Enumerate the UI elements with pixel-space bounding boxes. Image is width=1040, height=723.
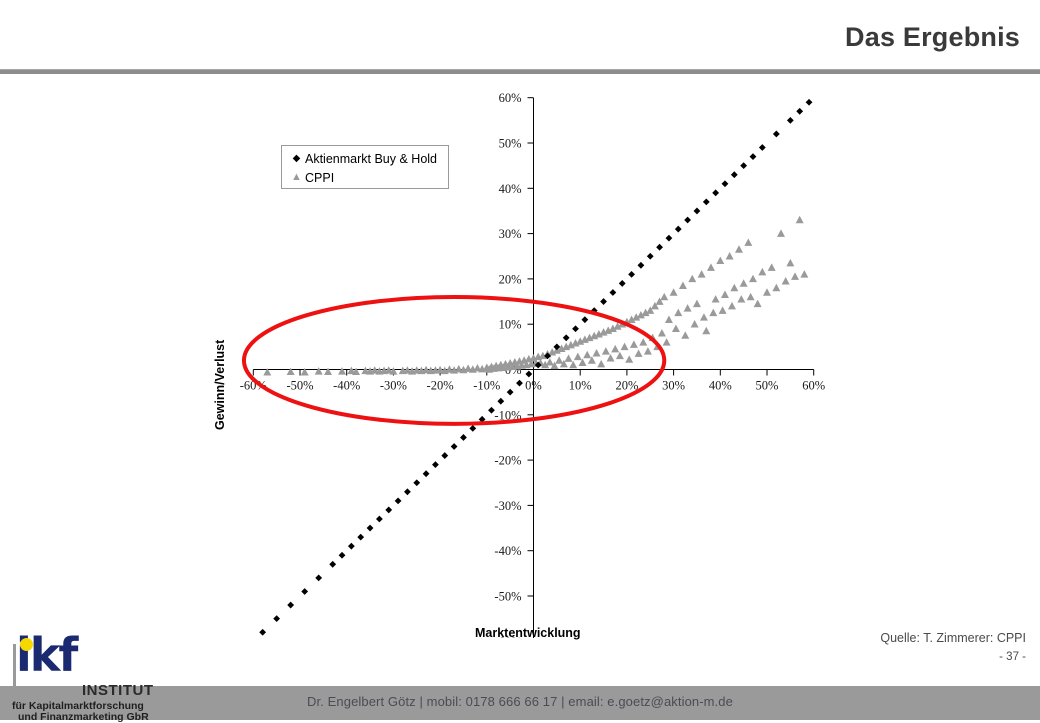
series-buy-and-hold (259, 98, 813, 636)
legend-item-cppi: ▲ CPPI (282, 168, 448, 187)
svg-text:30%: 30% (662, 379, 685, 393)
y-axis-title-text: Gewinn/Verlust (213, 339, 227, 430)
logo-subtitle-line2: und Finanzmarketing GbR (18, 711, 149, 723)
svg-text:-40%: -40% (494, 544, 521, 558)
diamond-marker-icon: ◆ (292, 152, 301, 164)
logo: ikf INSTITUT für Kapitalmarktforschung u… (0, 630, 180, 723)
svg-text:-30%: -30% (380, 379, 407, 393)
header-divider (0, 69, 1040, 74)
svg-text:-60%: -60% (494, 635, 521, 638)
svg-text:-50%: -50% (286, 379, 313, 393)
svg-text:20%: 20% (499, 272, 522, 286)
svg-text:-30%: -30% (494, 499, 521, 513)
logo-institute: INSTITUT (82, 682, 154, 699)
footer-contact: Dr. Engelbert Götz | mobil: 0178 666 66 … (307, 694, 733, 709)
triangle-marker-icon: ▲ (291, 171, 302, 183)
y-tick-labels: 60%50%40%30%20%10%0%-10%-20%-30%-40%-50%… (494, 91, 521, 638)
chart-area: -60% -50% -40% -30% -20% -10% 0% 10% 20% 30% 40% 50… (0, 78, 1040, 638)
logo-dot-icon (20, 638, 33, 651)
svg-text:-10%: -10% (473, 379, 500, 393)
svg-text:20%: 20% (615, 379, 638, 393)
logo-band (0, 686, 180, 720)
svg-text:10%: 10% (569, 379, 592, 393)
svg-text:60%: 60% (802, 379, 825, 393)
page-number: - 37 - (999, 651, 1026, 663)
svg-text:60%: 60% (499, 91, 522, 105)
svg-text:50%: 50% (756, 379, 779, 393)
source-note: Quelle: T. Zimmerer: CPPI (880, 631, 1026, 645)
svg-text:-60%: -60% (240, 379, 267, 393)
logo-subtitle-line1: für Kapitalmarktforschung (12, 700, 144, 712)
chart-legend: ◆ Aktienmarkt Buy & Hold ▲ CPPI (281, 145, 449, 189)
svg-text:30%: 30% (499, 227, 522, 241)
svg-text:-20%: -20% (494, 454, 521, 468)
page-title: Das Ergebnis (845, 22, 1020, 52)
svg-text:40%: 40% (499, 182, 522, 196)
y-axis-title: Gewinn/Verlust (213, 170, 227, 430)
svg-text:40%: 40% (709, 379, 732, 393)
svg-text:0%: 0% (525, 379, 542, 393)
svg-text:-50%: -50% (494, 590, 521, 604)
series-cppi (263, 215, 809, 376)
legend-label-cppi: CPPI (305, 170, 335, 185)
svg-text:-20%: -20% (427, 379, 454, 393)
scatter-plot: -60% -50% -40% -30% -20% -10% 0% 10% 20% 30% 40% 50… (240, 91, 825, 638)
logo-accent-bar (13, 644, 16, 688)
svg-text:10%: 10% (499, 318, 522, 332)
svg-text:-10%: -10% (494, 408, 521, 422)
legend-label-buy-and-hold: Aktienmarkt Buy & Hold (305, 151, 437, 166)
x-axis-title: Marktentwicklung (475, 626, 581, 640)
svg-text:-40%: -40% (333, 379, 360, 393)
highlight-ellipse (241, 295, 667, 426)
x-tick-labels: -60% -50% -40% -30% -20% -10% 0% 10% 20% 30% 40% 50… (240, 379, 825, 393)
legend-item-buy-and-hold: ◆ Aktienmarkt Buy & Hold (282, 149, 448, 168)
svg-text:50%: 50% (499, 137, 522, 151)
